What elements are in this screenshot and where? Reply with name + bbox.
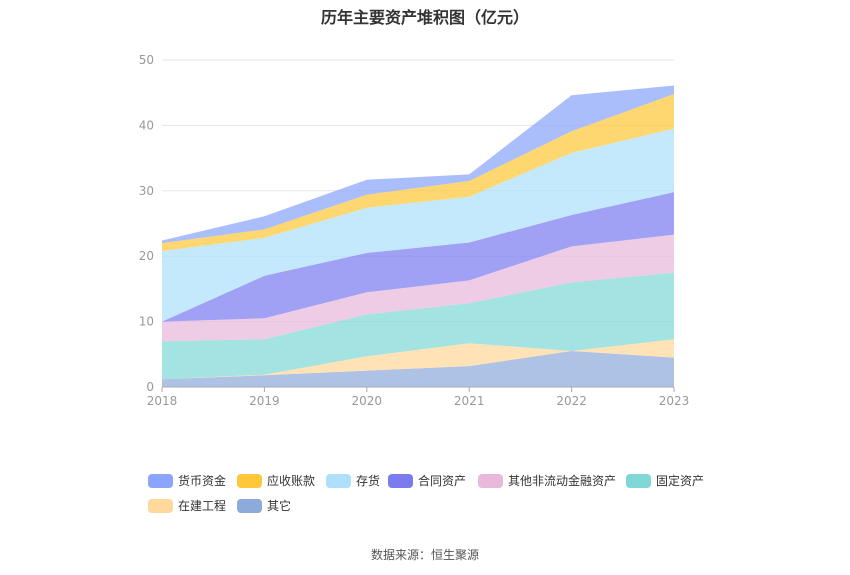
area-series bbox=[162, 272, 674, 380]
legend-swatch bbox=[478, 473, 503, 488]
x-tick-label: 2021 bbox=[454, 394, 485, 408]
area-series bbox=[162, 234, 674, 342]
y-tick-label: 30 bbox=[139, 184, 154, 198]
legend-item[interactable]: 合同资产 bbox=[388, 472, 466, 489]
legend-swatch bbox=[148, 473, 173, 488]
x-tick-label: 2020 bbox=[352, 394, 383, 408]
legend-item[interactable]: 其它 bbox=[237, 497, 291, 514]
legend-label: 在建工程 bbox=[178, 499, 227, 513]
legend-swatch bbox=[148, 498, 173, 513]
y-tick-label: 20 bbox=[139, 249, 154, 263]
area-series bbox=[162, 351, 674, 387]
legend-swatch bbox=[388, 473, 413, 488]
legend-item[interactable]: 存货 bbox=[326, 472, 380, 489]
area-series bbox=[162, 128, 674, 322]
legend-label: 货币资金 bbox=[178, 474, 227, 488]
x-tick-label: 2022 bbox=[556, 394, 587, 408]
area-series bbox=[162, 339, 674, 380]
area-series bbox=[162, 192, 674, 322]
x-tick-label: 2023 bbox=[659, 394, 690, 408]
x-tick-label: 2018 bbox=[147, 394, 178, 408]
legend-swatch bbox=[237, 498, 262, 513]
legend-swatch bbox=[326, 473, 351, 488]
chart-title: 历年主要资产堆积图（亿元） bbox=[320, 8, 529, 27]
y-tick-label: 10 bbox=[139, 315, 154, 329]
legend-label: 存货 bbox=[356, 474, 381, 488]
legend-item[interactable]: 应收账款 bbox=[237, 472, 315, 489]
source-note: 数据来源：恒生聚源 bbox=[370, 548, 479, 562]
legend-item[interactable]: 固定资产 bbox=[626, 472, 704, 489]
legend-item[interactable]: 其他非流动金融资产 bbox=[478, 472, 616, 489]
legend-label: 其它 bbox=[267, 499, 292, 513]
x-tick-label: 2019 bbox=[249, 394, 280, 408]
legend-label: 其他非流动金融资产 bbox=[508, 474, 617, 488]
area-series bbox=[162, 85, 674, 244]
legend-item[interactable]: 货币资金 bbox=[148, 472, 226, 489]
y-tick-label: 40 bbox=[139, 118, 154, 132]
legend-swatch bbox=[626, 473, 651, 488]
y-tick-label: 50 bbox=[139, 53, 154, 67]
axis-layer: 0 10 20 30 40 50 2018 2019 2020 2021 2022 2023 bbox=[139, 53, 690, 408]
legend-label: 合同资产 bbox=[418, 474, 467, 488]
y-tick-label: 0 bbox=[146, 380, 154, 394]
legend-swatch bbox=[237, 473, 262, 488]
legend-label: 应收账款 bbox=[267, 474, 316, 488]
area-layer bbox=[162, 85, 674, 387]
legend-item[interactable]: 在建工程 bbox=[148, 497, 226, 514]
legend-label: 固定资产 bbox=[656, 474, 705, 488]
